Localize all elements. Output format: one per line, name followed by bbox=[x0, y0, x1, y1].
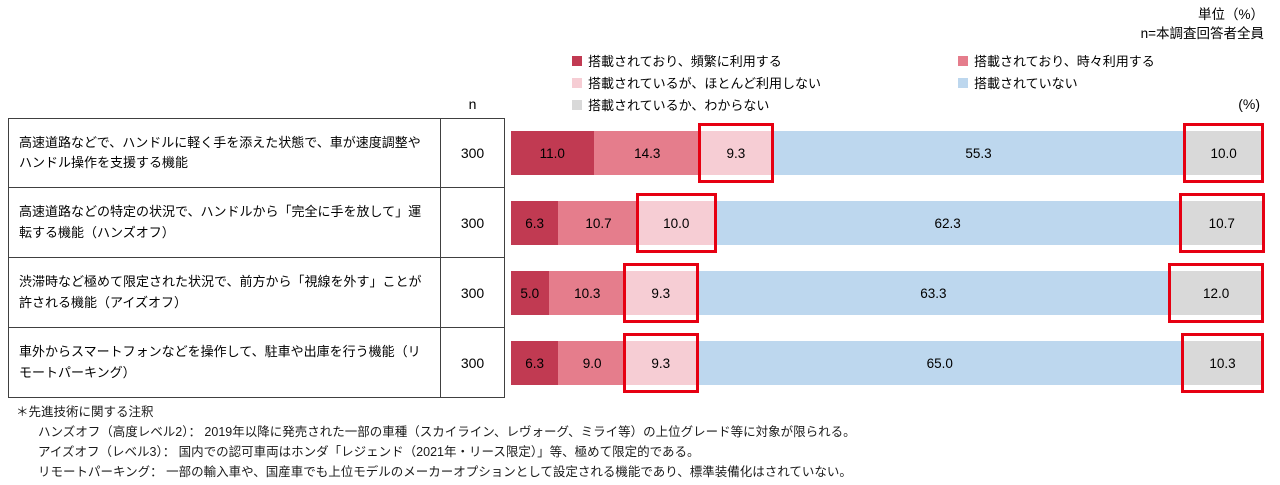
bar-segment: 10.3 bbox=[548, 271, 626, 315]
bar-segment: 10.0 bbox=[638, 201, 714, 245]
bar-segment: 6.3 bbox=[511, 341, 559, 385]
footnote-item: ハンズオフ（高度レベル2）： 2019年以降に発売された一部の車種（スカイライン… bbox=[38, 425, 856, 439]
legend-swatch-icon bbox=[572, 99, 582, 110]
n-column-header: n bbox=[468, 96, 477, 112]
unit-note: 単位（%） bbox=[1197, 7, 1264, 22]
legend-item: 搭載されていない bbox=[958, 72, 1155, 93]
row-label: 渋滞時など極めて限定された状況で、前方から「視線を外す」ことが許される機能（アイ… bbox=[8, 258, 440, 328]
legend-label: 搭載されており、時々利用する bbox=[974, 54, 1155, 69]
footnote-item: アイズオフ（レベル3）： 国内での認可車両はホンダ「レジェンド（2021年・リー… bbox=[38, 445, 700, 459]
table-row: 渋滞時など極めて限定された状況で、前方から「視線を外す」ことが許される機能（アイ… bbox=[8, 258, 1265, 328]
bar-segment: 65.0 bbox=[695, 341, 1184, 385]
footnote-item: リモートパーキング： 一部の輸入車や、国産車でも上位モデルのメーカーオプションと… bbox=[38, 465, 852, 479]
footnote-title: ＊先進技術に関する注釈 bbox=[16, 405, 154, 419]
percent-axis-label: (%) bbox=[1238, 96, 1260, 112]
row-n-value: 300 bbox=[440, 258, 505, 328]
bar-segment: 12.0 bbox=[1171, 271, 1262, 315]
bar-cell: 5.0 10.3 9.3 63.3 12.0 bbox=[505, 258, 1265, 328]
bar-segment: 10.3 bbox=[1183, 341, 1262, 385]
legend-swatch-icon bbox=[572, 77, 582, 88]
footnotes: ＊先進技術に関する注釈 ハンズオフ（高度レベル2）： 2019年以降に発売された… bbox=[16, 402, 856, 482]
bar-segment: 10.7 bbox=[558, 201, 639, 245]
legend-item: 搭載されており、頻繁に利用する bbox=[572, 50, 958, 71]
bar-segment: 63.3 bbox=[695, 271, 1172, 315]
stacked-bar: 5.0 10.3 9.3 63.3 12.0 bbox=[511, 263, 1265, 323]
legend: 搭載されており、頻繁に利用する 搭載されており、時々利用する搭載されているが、ほと… bbox=[572, 50, 1155, 115]
chart-rows: 高速道路などで、ハンドルに軽く手を添えた状態で、車が速度調整やハンドル操作を支援… bbox=[8, 118, 1265, 398]
legend-swatch-icon bbox=[572, 55, 582, 66]
sample-note: n=本調査回答者全員 bbox=[1140, 25, 1264, 41]
bar-segment: 6.3 bbox=[511, 201, 559, 245]
legend-swatch-icon bbox=[958, 55, 968, 66]
bar-cell: 11.0 14.3 9.3 55.3 10.0 bbox=[505, 118, 1265, 188]
bar-segment: 10.7 bbox=[1181, 201, 1262, 245]
stacked-bar: 11.0 14.3 9.3 55.3 10.0 bbox=[511, 123, 1265, 183]
column-headers: n (%) bbox=[8, 94, 1262, 118]
bar-segment: 9.0 bbox=[558, 341, 626, 385]
bar-segment: 55.3 bbox=[770, 131, 1187, 175]
bar-segment: 9.3 bbox=[625, 271, 696, 315]
legend-item: 搭載されているか、わからない bbox=[572, 94, 958, 115]
row-n-value: 300 bbox=[440, 118, 505, 188]
legend-label: 搭載されているが、ほとんど利用しない bbox=[588, 76, 821, 91]
legend-label: 搭載されているか、わからない bbox=[588, 98, 770, 113]
bar-cell: 6.3 10.7 10.0 62.3 10.7 bbox=[505, 188, 1265, 258]
stacked-bar: 6.3 10.7 10.0 62.3 10.7 bbox=[511, 193, 1265, 253]
bar-segment: 14.3 bbox=[593, 131, 701, 175]
legend-item: 搭載されており、時々利用する bbox=[958, 50, 1155, 71]
legend-label: 搭載されていない bbox=[974, 76, 1078, 91]
bar-segment: 62.3 bbox=[713, 201, 1182, 245]
row-label: 車外からスマートフォンなどを操作して、駐車や出庫を行う機能（リモートパーキング） bbox=[8, 328, 440, 398]
bar-segment: 5.0 bbox=[511, 271, 549, 315]
bar-segment: 9.3 bbox=[701, 131, 771, 175]
stacked-bar: 6.3 9.0 9.3 65.0 10.3 bbox=[511, 333, 1265, 393]
row-label: 高速道路などの特定の状況で、ハンドルから「完全に手を放して」運転する機能（ハンズ… bbox=[8, 188, 440, 258]
table-row: 車外からスマートフォンなどを操作して、駐車や出庫を行う機能（リモートパーキング）… bbox=[8, 328, 1265, 398]
bar-segment: 9.3 bbox=[625, 341, 696, 385]
row-label: 高速道路などで、ハンドルに軽く手を添えた状態で、車が速度調整やハンドル操作を支援… bbox=[8, 118, 440, 188]
bar-segment: 11.0 bbox=[511, 131, 594, 175]
legend-label: 搭載されており、頻繁に利用する bbox=[588, 54, 782, 69]
bar-segment: 10.0 bbox=[1186, 131, 1262, 175]
legend-swatch-icon bbox=[958, 77, 968, 88]
stacked-bar-chart: n (%) 高速道路などで、ハンドルに軽く手を添えた状態で、車が速度調整やハンド… bbox=[8, 94, 1265, 398]
legend-item: 搭載されているが、ほとんど利用しない bbox=[572, 72, 958, 93]
row-n-value: 300 bbox=[440, 188, 505, 258]
table-row: 高速道路などで、ハンドルに軽く手を添えた状態で、車が速度調整やハンドル操作を支援… bbox=[8, 118, 1265, 188]
bar-cell: 6.3 9.0 9.3 65.0 10.3 bbox=[505, 328, 1265, 398]
row-n-value: 300 bbox=[440, 328, 505, 398]
chart-meta: 単位（%） n=本調査回答者全員 bbox=[1141, 6, 1264, 44]
table-row: 高速道路などの特定の状況で、ハンドルから「完全に手を放して」運転する機能（ハンズ… bbox=[8, 188, 1265, 258]
